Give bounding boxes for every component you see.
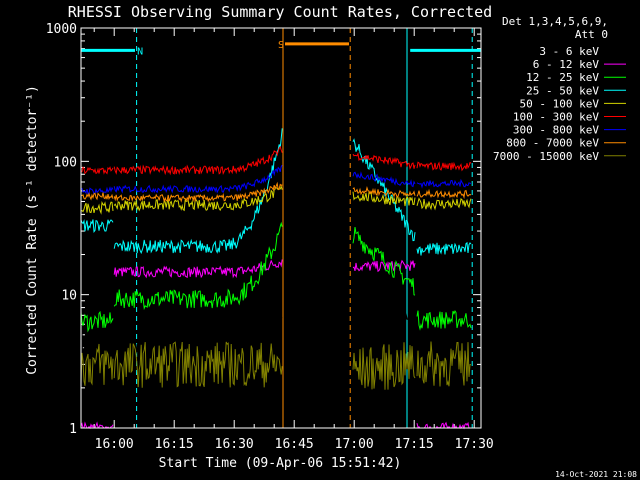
series-trace	[352, 191, 416, 207]
series-trace	[352, 151, 416, 170]
legend-label: 300 - 800 keV	[513, 124, 599, 137]
series-trace	[416, 161, 472, 172]
series-trace	[416, 310, 472, 331]
series-trace	[80, 310, 114, 333]
legend-header-line-2: Att 0	[575, 28, 608, 41]
x-tick-label: 16:30	[215, 437, 254, 452]
series-trace	[113, 185, 283, 212]
series-trace	[80, 186, 114, 195]
series-trace	[113, 317, 283, 361]
series-trace	[352, 138, 416, 242]
x-tick-label: 17:00	[335, 437, 374, 452]
series-trace	[113, 181, 283, 203]
series-trace	[352, 342, 416, 390]
series-trace	[113, 221, 283, 311]
series-trace	[416, 188, 472, 200]
series-trace	[113, 341, 283, 388]
legend-label: 6 - 12 keV	[533, 58, 600, 71]
timestamp: 14-Oct-2021 21:08	[555, 470, 637, 479]
series-trace	[80, 329, 114, 369]
series-trace	[113, 145, 283, 176]
series-trace	[80, 192, 114, 201]
series-trace	[416, 178, 472, 189]
series-trace	[416, 341, 472, 387]
legend-label: 3 - 6 keV	[539, 45, 599, 58]
y-tick-label: 1	[69, 422, 77, 437]
series-trace	[352, 186, 416, 198]
series-trace	[113, 164, 283, 194]
x-tick-label: 16:00	[95, 437, 134, 452]
series-trace	[113, 259, 283, 279]
series-trace	[352, 227, 416, 296]
series-trace	[80, 166, 114, 175]
series-trace	[416, 241, 472, 256]
y-tick-label: 1000	[46, 22, 77, 37]
axis-ticks: 16:00 16:15 16:30 16:45 17:00 17:15 17:30 1 10 10…	[46, 22, 494, 452]
legend-label: 7000 - 15000 keV	[493, 150, 599, 163]
x-tick-label: 16:15	[155, 437, 194, 452]
plot-frame	[80, 27, 482, 429]
series-trace	[416, 197, 472, 211]
series-trace	[113, 128, 283, 255]
legend-header-line-1: Det 1,3,4,5,6,9,	[502, 15, 608, 28]
legend-label: 800 - 7000 keV	[506, 137, 599, 150]
x-axis-label: Start Time (09-Apr-06 15:51:42)	[159, 456, 402, 471]
series-trace	[80, 200, 114, 215]
series-trace	[352, 171, 416, 188]
y-axis-label: Corrected Count Rate (s⁻¹ detector⁻¹)	[25, 85, 40, 375]
series-traces	[80, 128, 472, 430]
series-trace	[80, 219, 114, 234]
series-trace	[416, 361, 472, 404]
series-trace	[352, 259, 416, 273]
series-trace	[80, 343, 114, 386]
y-tick-label: 100	[54, 155, 77, 170]
marker-annotation: S	[278, 40, 284, 51]
x-tick-label: 17:30	[455, 437, 494, 452]
series-trace	[80, 421, 114, 430]
chart-title: RHESSI Observing Summary Count Rates, Co…	[68, 3, 492, 21]
legend-label: 25 - 50 keV	[526, 84, 599, 97]
legend-label: 50 - 100 keV	[520, 97, 600, 110]
x-tick-label: 17:15	[395, 437, 434, 452]
marker-annotation: N	[137, 46, 143, 57]
legend-label: 12 - 25 keV	[526, 71, 599, 84]
x-tick-label: 16:45	[275, 437, 314, 452]
y-tick-label: 10	[61, 289, 77, 304]
legend-label: 100 - 300 keV	[513, 111, 599, 124]
